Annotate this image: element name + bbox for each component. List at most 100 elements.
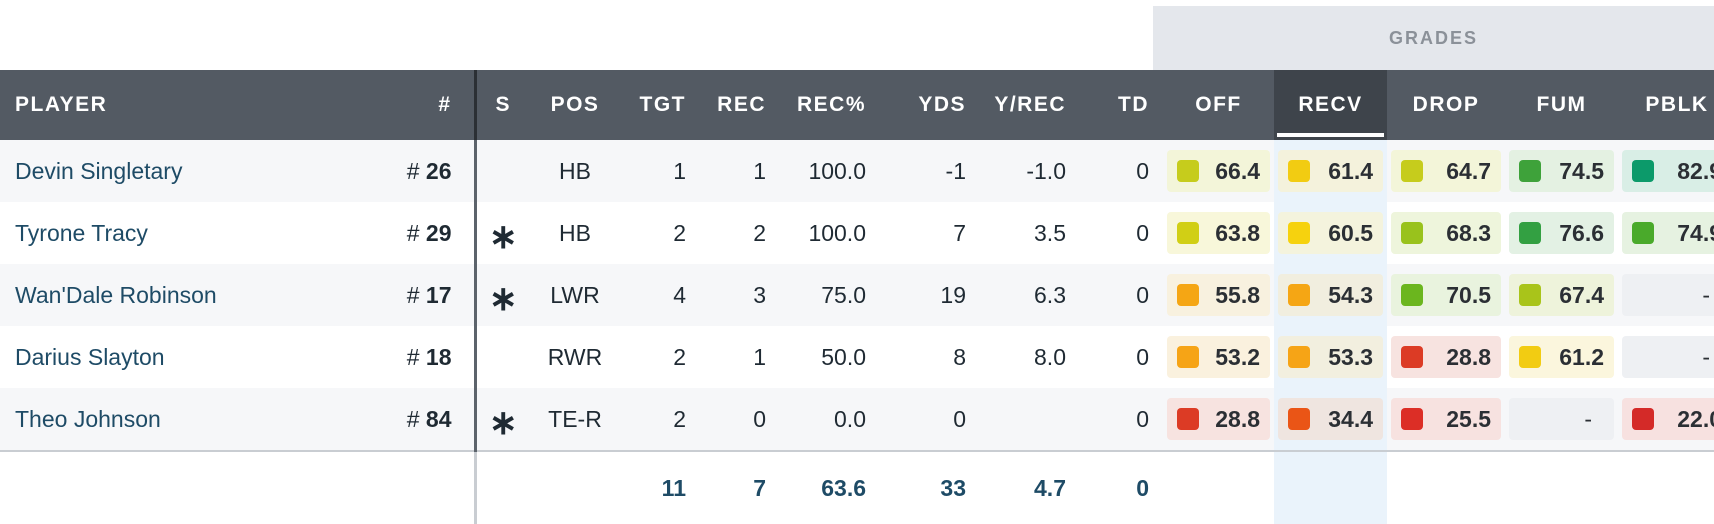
- grade-value: 67.4: [1559, 281, 1604, 308]
- column-header-player[interactable]: PLAYER: [0, 70, 395, 140]
- jersey-prefix: #: [406, 343, 420, 370]
- grade-value: 25.5: [1446, 405, 1491, 432]
- grade-value: 53.2: [1215, 343, 1260, 370]
- receiving-grades-table: PLAYER # S POS TGT REC REC% YDS Y/REC TD…: [0, 70, 1714, 524]
- grade-color-swatch: [1401, 408, 1423, 430]
- drop-grade-cell: 68.3: [1387, 202, 1505, 264]
- grade-value: 64.7: [1446, 157, 1491, 184]
- drop-grade-cell: 25.5: [1387, 388, 1505, 451]
- jersey-number: # 29: [395, 202, 477, 264]
- grade-value: 68.3: [1446, 219, 1491, 246]
- receiving-grade: 60.5: [1278, 212, 1383, 254]
- starter-marker: ∗: [475, 388, 530, 451]
- fumble-grade: 74.5: [1509, 150, 1614, 192]
- receiving-grade-cell: 61.4: [1274, 140, 1387, 202]
- column-header-fumble-grade[interactable]: FUM: [1505, 70, 1618, 140]
- player-name-link[interactable]: Theo Johnson: [0, 388, 395, 451]
- grade-value: -: [1702, 343, 1710, 370]
- table-row: Darius Slayton # 18 RWR 2 1 50.0 8 8.0 0 53.2 53.3…: [0, 326, 1714, 388]
- jersey-number-value: 84: [425, 405, 452, 432]
- targets: 2: [620, 202, 700, 264]
- position: HB: [530, 202, 620, 264]
- grade-color-swatch: [1401, 346, 1423, 368]
- column-header-drop-grade[interactable]: DROP: [1387, 70, 1505, 140]
- column-header-position[interactable]: POS: [530, 70, 620, 140]
- jersey-prefix: #: [406, 157, 420, 184]
- fumble-grade: 67.4: [1509, 274, 1614, 316]
- yards: 0: [880, 388, 980, 451]
- grade-value: 22.0: [1677, 405, 1714, 432]
- grade-value: 61.2: [1559, 343, 1604, 370]
- yards-per-reception: 8.0: [980, 326, 1080, 388]
- grade-color-swatch: [1288, 160, 1310, 182]
- grade-value: 53.3: [1328, 343, 1373, 370]
- receptions: 1: [700, 326, 780, 388]
- column-header-targets[interactable]: TGT: [620, 70, 700, 140]
- player-name-link[interactable]: Devin Singletary: [0, 140, 395, 202]
- pass-block-grade-cell: -: [1618, 326, 1714, 388]
- player-name-link[interactable]: Tyrone Tracy: [0, 202, 395, 264]
- drop-grade-cell: 64.7: [1387, 140, 1505, 202]
- position: TE-R: [530, 388, 620, 451]
- grade-value: 34.4: [1328, 405, 1373, 432]
- touchdowns: 0: [1080, 140, 1163, 202]
- receptions: 0: [700, 388, 780, 451]
- fumble-grade-cell: 67.4: [1505, 264, 1618, 326]
- grade-color-swatch: [1177, 346, 1199, 368]
- jersey-number: # 84: [395, 388, 477, 451]
- pass-block-grade-cell: 22.0: [1618, 388, 1714, 451]
- fumble-grade-cell: 76.6: [1505, 202, 1618, 264]
- pass-block-grade-empty: -: [1622, 336, 1714, 378]
- drop-grade: 70.5: [1391, 274, 1501, 316]
- column-header-pass-block-grade[interactable]: PBLK: [1618, 70, 1714, 140]
- column-header-receiving-grade[interactable]: RECV: [1274, 70, 1387, 140]
- grade-color-swatch: [1519, 346, 1541, 368]
- column-header-yards-per-reception[interactable]: Y/REC: [980, 70, 1080, 140]
- fumble-grade-empty: -: [1509, 398, 1614, 440]
- targets: 2: [620, 388, 700, 451]
- targets: 2: [620, 326, 700, 388]
- position: RWR: [530, 326, 620, 388]
- grade-value: 82.9: [1677, 157, 1714, 184]
- grade-color-swatch: [1519, 160, 1541, 182]
- column-header-yards[interactable]: YDS: [880, 70, 980, 140]
- column-header-offense-grade[interactable]: OFF: [1163, 70, 1274, 140]
- receptions: 1: [700, 140, 780, 202]
- column-header-touchdowns[interactable]: TD: [1080, 70, 1163, 140]
- player-name-link[interactable]: Wan'Dale Robinson: [0, 264, 395, 326]
- grade-value: 66.4: [1215, 157, 1260, 184]
- column-header-reception-pct[interactable]: REC%: [780, 70, 880, 140]
- drop-grade: 25.5: [1391, 398, 1501, 440]
- grade-color-swatch: [1177, 284, 1199, 306]
- grade-color-swatch: [1177, 222, 1199, 244]
- jersey-prefix: #: [406, 405, 420, 432]
- jersey-number-value: 29: [425, 219, 452, 246]
- receiving-grade: 61.4: [1278, 150, 1383, 192]
- drop-grade: 28.8: [1391, 336, 1501, 378]
- jersey-prefix: #: [406, 281, 420, 308]
- offense-grade: 63.8: [1167, 212, 1270, 254]
- column-header-starter[interactable]: S: [475, 70, 530, 140]
- grades-group-header: GRADES: [1153, 6, 1714, 70]
- column-header-number[interactable]: #: [395, 70, 477, 140]
- starter-marker: ∗: [475, 202, 530, 264]
- grade-value: 55.8: [1215, 281, 1260, 308]
- column-header-receptions[interactable]: REC: [700, 70, 780, 140]
- pass-block-grade-empty: -: [1622, 274, 1714, 316]
- yards: 19: [880, 264, 980, 326]
- grade-color-swatch: [1288, 346, 1310, 368]
- grade-value: -: [1702, 281, 1710, 308]
- grade-color-swatch: [1519, 284, 1541, 306]
- offense-grade-cell: 66.4: [1163, 140, 1274, 202]
- grade-color-swatch: [1519, 222, 1541, 244]
- grade-color-swatch: [1632, 222, 1654, 244]
- fumble-grade-cell: 61.2: [1505, 326, 1618, 388]
- table-row: Tyrone Tracy # 29 ∗ HB 2 2 100.0 7 3.5 0 63.8 60.5 6…: [0, 202, 1714, 264]
- player-name-link[interactable]: Darius Slayton: [0, 326, 395, 388]
- yards: 7: [880, 202, 980, 264]
- offense-grade-cell: 53.2: [1163, 326, 1274, 388]
- drop-grade-cell: 28.8: [1387, 326, 1505, 388]
- yards: -1: [880, 140, 980, 202]
- receiving-grade: 53.3: [1278, 336, 1383, 378]
- starter-marker: [475, 140, 530, 202]
